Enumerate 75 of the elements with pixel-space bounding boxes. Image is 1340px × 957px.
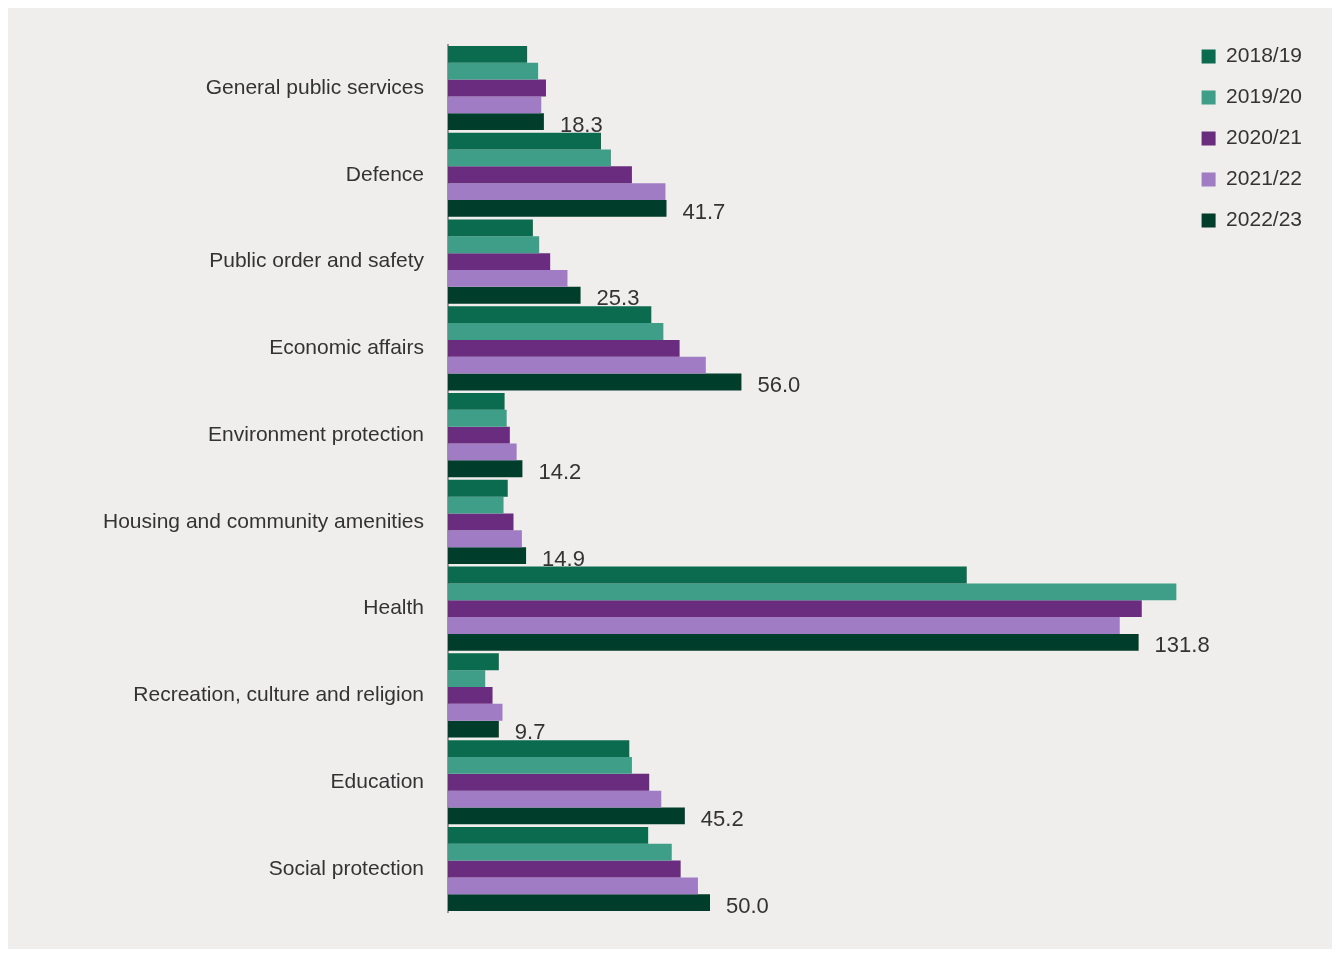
bar: [448, 132, 602, 150]
legend-label: 2020/21: [1226, 125, 1303, 149]
y-tick-label: Social protection: [268, 855, 424, 879]
data-label: 41.7: [682, 198, 726, 224]
y-tick-label: Defence: [345, 161, 424, 185]
bar: [448, 687, 493, 704]
bar: [448, 583, 1177, 601]
bar: [448, 807, 685, 825]
bar: [448, 617, 1120, 634]
legend-label: 2019/20: [1226, 84, 1303, 108]
bar: [448, 740, 630, 757]
bar: [448, 790, 662, 808]
bar: [448, 460, 523, 478]
bar: [448, 860, 681, 878]
bar: [448, 600, 1142, 618]
bar: [448, 323, 664, 340]
y-tick-label: Housing and community amenities: [103, 508, 424, 532]
bar: [448, 773, 650, 791]
y-tick-label: Recreation, culture and religion: [133, 682, 424, 706]
bar: [448, 566, 967, 584]
bar: [448, 703, 503, 721]
y-tick-label: Health: [363, 595, 424, 619]
bar: [448, 269, 568, 287]
bar: [448, 96, 542, 114]
y-tick-label: Economic affairs: [269, 335, 424, 359]
data-label: 45.2: [700, 805, 744, 831]
bar: [448, 286, 581, 304]
bar: [448, 149, 611, 167]
data-label: 9.7: [514, 719, 546, 745]
bar: [448, 894, 710, 912]
data-label: 18.3: [559, 111, 603, 137]
bar: [448, 45, 528, 63]
bar: [448, 530, 522, 548]
legend-label: 2018/19: [1226, 43, 1303, 67]
bar: [448, 409, 507, 427]
y-tick-label: General public services: [205, 74, 424, 98]
bar: [448, 219, 533, 237]
bar: [448, 79, 546, 97]
bar: [448, 306, 652, 324]
bar: [448, 62, 539, 80]
bar: [448, 183, 666, 201]
bar: [448, 393, 505, 410]
data-label: 14.2: [538, 458, 582, 484]
bar: [448, 513, 514, 531]
bar: [448, 670, 486, 688]
bar: [448, 443, 517, 461]
bar: [448, 653, 499, 671]
bar: [448, 356, 706, 374]
bar: [448, 843, 672, 861]
bar: [448, 253, 551, 270]
bar: [448, 200, 667, 217]
bar: [448, 373, 742, 391]
bar: [448, 877, 698, 895]
bar: [448, 720, 499, 738]
bar: [448, 339, 680, 357]
y-tick-label: Public order and safety: [209, 248, 425, 272]
data-label: 56.0: [757, 372, 801, 398]
bar: [448, 113, 544, 131]
data-label: 131.8: [1154, 632, 1210, 658]
data-label: 50.0: [726, 892, 769, 918]
y-tick-label: Education: [330, 769, 424, 793]
bar: [448, 479, 508, 497]
bar: [448, 756, 632, 774]
bar: [448, 547, 527, 564]
data-label: 25.3: [596, 285, 640, 311]
y-tick-label: Environment protection: [208, 421, 424, 445]
legend-label: 2022/23: [1226, 207, 1303, 231]
bar: [448, 826, 649, 844]
legend-label: 2021/22: [1226, 166, 1303, 190]
bar: [448, 426, 510, 444]
bar: [448, 166, 632, 184]
bar: [448, 496, 504, 514]
data-label: 14.9: [542, 545, 585, 571]
bar: [448, 236, 540, 254]
bar: [448, 633, 1139, 651]
